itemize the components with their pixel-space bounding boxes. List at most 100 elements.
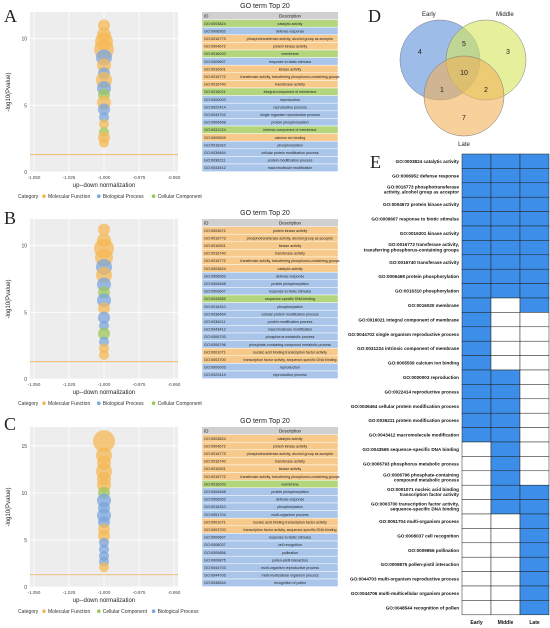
bubble-point	[99, 350, 109, 360]
table-header-id: ID	[204, 220, 208, 225]
table-cell-description: macromolecule modification	[268, 166, 313, 170]
matrix-cell	[490, 369, 521, 385]
table-cell-id: GO:0005509	[204, 136, 226, 140]
matrix-cell	[461, 499, 492, 515]
x-tick-label: -1.050	[28, 590, 41, 595]
table-cell-description: phosphorus metabolic process	[266, 335, 315, 339]
matrix-cell	[490, 412, 521, 428]
legend-entry: Biological Process	[103, 401, 144, 407]
venn-count-middle-late: 2	[484, 87, 488, 94]
table-cell-description: transferase activity, transferring phosp…	[240, 75, 339, 79]
panel-letter-b: B	[4, 208, 17, 228]
table-cell-id: GO:0004672	[204, 444, 226, 448]
matrix-cell	[519, 556, 550, 572]
table-cell-description: pollen-pistil interaction	[272, 558, 308, 562]
table-cell-description: phosphate-containing compound metabolic …	[249, 343, 331, 347]
matrix-cell	[519, 326, 550, 342]
matrix-cell	[461, 355, 492, 371]
table-cell-id: GO:0000003	[204, 366, 226, 370]
x-tick-label: -0.950	[168, 382, 181, 387]
table-cell-description: single organism reproductive process	[260, 113, 320, 117]
matrix-row-label: GO:0044706 multi-multicellular organism …	[351, 591, 460, 596]
table-cell-id: GO:0006468	[204, 490, 226, 494]
matrix-cell	[519, 369, 550, 385]
table-cell-id: GO:0043565	[204, 297, 226, 301]
table-cell-description: protein phosphorylation	[271, 121, 308, 125]
matrix-cell	[490, 571, 521, 587]
x-axis-label: up--down normalization	[73, 183, 135, 189]
table-cell-id: GO:0003824	[204, 267, 226, 271]
y-tick-label: 5	[24, 103, 27, 109]
matrix-row-label: GO:0016301 kinase activity	[400, 231, 460, 236]
legend-swatch	[42, 194, 46, 198]
table-cell-id: GO:0044706	[204, 574, 226, 578]
legend-entry: Molecular Function	[48, 401, 90, 407]
matrix-cell	[519, 355, 550, 371]
table-cell-description: phosphorylation	[277, 143, 302, 147]
matrix-cell	[490, 168, 521, 184]
matrix-cell	[490, 283, 521, 299]
table-cell-description: phosphorylation	[277, 305, 302, 309]
table-cell-description: intrinsic component of membrane	[263, 128, 316, 132]
table-cell-id: GO:0003700	[204, 358, 226, 362]
matrix-row-label: GO:0009856 pollination	[408, 548, 459, 553]
matrix-row-label: GO:0043565 sequence-specific DNA binding	[362, 447, 459, 452]
matrix-cell	[519, 196, 550, 212]
table-cell-id: GO:0036464	[204, 151, 226, 155]
matrix-cell	[519, 268, 550, 284]
matrix-cell	[461, 528, 492, 544]
table-cell-description: macromolecule modification	[268, 328, 313, 332]
table-cell-id: GO:0006952	[204, 274, 226, 278]
table-header	[202, 12, 338, 20]
matrix-row-label: GO:0044702 single organism reproductive …	[348, 332, 460, 337]
matrix-cell	[461, 600, 492, 616]
table-row	[201, 370, 339, 379]
table-cell-id: GO:0016020	[204, 52, 226, 56]
matrix-cell	[490, 297, 521, 313]
matrix-cell	[519, 427, 550, 443]
matrix-cell	[461, 542, 492, 558]
legend-swatch	[42, 401, 46, 405]
table-cell-id: GO:0043412	[204, 166, 226, 170]
matrix-cell	[461, 513, 492, 529]
matrix-cell	[490, 153, 521, 169]
table-header-id: ID	[204, 428, 208, 433]
table-cell-description: protein modification process	[268, 159, 313, 163]
table-cell-id: GO:0016310	[204, 505, 226, 509]
legend-swatch	[151, 609, 156, 613]
x-tick-label: -0.975	[133, 382, 146, 387]
matrix-cell	[519, 456, 550, 472]
table-cell-id: GO:0016773	[204, 452, 226, 456]
table-cell-id: GO:0036211	[204, 159, 225, 163]
x-tick-label: -1.000	[98, 175, 111, 180]
table-cell-id: GO:0016301	[204, 467, 226, 471]
matrix-row-label: GO:0008037 cell recognition	[397, 533, 459, 538]
legend-title: Category	[18, 401, 39, 407]
matrix-cell	[519, 340, 550, 356]
table-cell-description: phosphotransferase activity, alcohol gro…	[247, 37, 334, 41]
matrix-cell	[519, 168, 550, 184]
table-cell-description: reproductive process	[273, 105, 307, 109]
table-cell-description: phosphorylation	[277, 505, 302, 509]
legend-entry: Molecular Function	[48, 194, 90, 200]
bubble-point	[98, 223, 110, 236]
table-cell-id: GO:0016301	[204, 244, 226, 248]
x-tick-label: -1.025	[63, 382, 76, 387]
matrix-cell	[490, 268, 521, 284]
matrix-cell	[519, 398, 550, 414]
table-cell-id: GO:0016310	[204, 143, 226, 147]
bubble-point	[98, 302, 110, 315]
table-cell-id: GO:0006952	[204, 498, 226, 502]
x-tick-label: -1.050	[28, 382, 41, 387]
matrix-row-label: GO:0006468 protein phosphorylation	[378, 274, 459, 279]
matrix-cell	[519, 513, 550, 529]
matrix-row-label: GO:0016021 integral component of membran…	[358, 317, 459, 322]
table-cell-description: transferase activity, transferring phosp…	[240, 475, 339, 479]
table-header-description: Description	[279, 428, 302, 433]
table-cell-description: defense response	[276, 274, 305, 278]
matrix-row-label: GO:0003700 transcription factor activity…	[371, 501, 459, 511]
table-cell-description: response to biotic stimulus	[269, 536, 312, 540]
matrix-cell	[519, 254, 550, 270]
venn-label-early: Early	[422, 12, 436, 18]
y-tick-label: 15	[21, 444, 27, 450]
